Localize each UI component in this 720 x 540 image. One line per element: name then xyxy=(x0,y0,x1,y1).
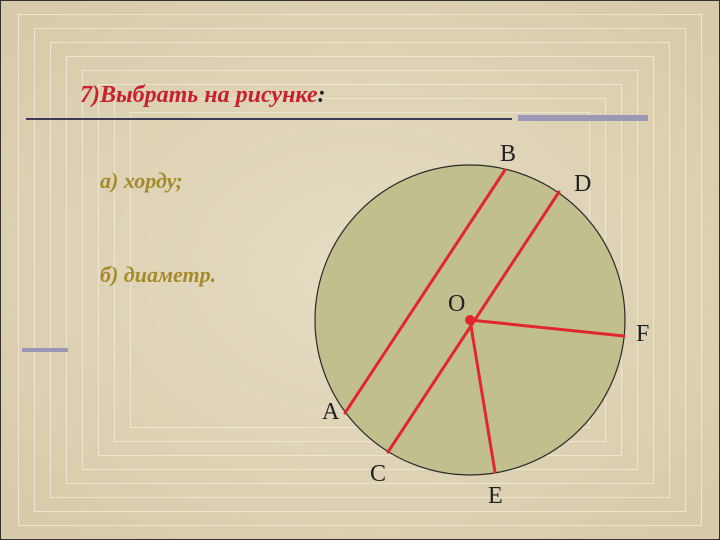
label-A: A xyxy=(322,399,339,426)
title-underline-right xyxy=(518,115,648,121)
circle-diagram: B D F E C A O xyxy=(270,140,670,540)
label-D: D xyxy=(574,171,591,198)
slide-title: 7)Выбрать на рисунке: xyxy=(80,82,326,109)
label-B: B xyxy=(500,141,516,168)
option-a: а) хорду; xyxy=(100,168,183,194)
slide: 7)Выбрать на рисунке: а) хорду; б) диаме… xyxy=(0,0,720,540)
label-E: E xyxy=(488,483,503,510)
label-F: F xyxy=(636,321,649,348)
title-main: 7)Выбрать на рисунке xyxy=(80,82,318,108)
option-b: б) диаметр. xyxy=(100,262,216,288)
diagram-svg xyxy=(270,140,670,540)
center-dot xyxy=(465,315,475,325)
side-short-rule xyxy=(22,348,68,352)
title-underline-left xyxy=(26,118,512,120)
label-C: C xyxy=(370,461,386,488)
title-colon: : xyxy=(318,82,326,108)
label-O: O xyxy=(448,291,465,318)
